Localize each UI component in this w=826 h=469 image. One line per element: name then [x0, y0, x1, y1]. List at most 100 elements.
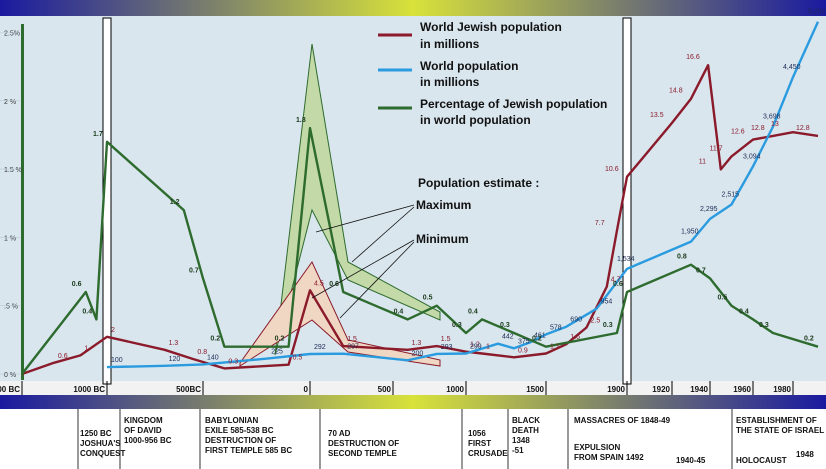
- data-label-jewish: 1.3: [169, 340, 179, 347]
- data-label-percent: 0.5: [423, 295, 433, 302]
- data-label-world: 954: [601, 299, 613, 306]
- legend-percent-line2: in world population: [420, 113, 531, 127]
- event-label: 70 AD: [328, 429, 351, 438]
- data-label-world: 2,295: [700, 206, 718, 213]
- data-label-jewish: 12.8: [796, 125, 810, 132]
- x-tick-label: 500BC: [176, 385, 201, 394]
- data-label-world: 120: [169, 356, 181, 363]
- data-label-percent: 0.2: [275, 336, 285, 343]
- x-tick-label: 1980: [773, 385, 791, 394]
- event-label: FIRST TEMPLE 585 BC: [205, 446, 292, 455]
- data-label-jewish: 1.3: [412, 340, 422, 347]
- event-label: SECOND TEMPLE: [328, 449, 398, 458]
- data-label-world: 293: [441, 344, 453, 351]
- data-label-percent: 0.3: [500, 322, 510, 329]
- event-label: JOSHUA'S: [80, 439, 121, 448]
- data-label-world: 375: [518, 338, 530, 345]
- estimate-annotation: Population estimate : Maximum Minimum: [311, 176, 539, 319]
- event-label: BABYLONIAN: [205, 416, 259, 425]
- data-label-jewish: 2.5: [591, 318, 601, 325]
- data-label-jewish: 1.1: [550, 344, 560, 351]
- data-label-jewish: 0.9: [518, 347, 528, 354]
- data-label-world: 2,515: [722, 192, 740, 199]
- x-tick-label: 1900: [607, 385, 625, 394]
- data-label-jewish: 1.6: [570, 334, 580, 341]
- event-label: EXILE 585-538 BC: [205, 426, 274, 435]
- data-label-jewish: 0.3: [228, 358, 238, 365]
- event-label: 1940-45: [676, 456, 706, 465]
- data-label-percent: 0.6: [329, 281, 339, 288]
- data-label-jewish: 1.2: [470, 342, 480, 349]
- event-label: FROM SPAIN 1492: [574, 453, 644, 462]
- data-label-jewish: 2: [111, 327, 115, 334]
- event-label: EXPULSION: [574, 443, 620, 452]
- data-label-jewish: 12.8: [751, 125, 765, 132]
- data-label-jewish: 11: [699, 158, 706, 165]
- event-label: OF DAVID: [124, 426, 162, 435]
- series-line-world: [106, 21, 820, 369]
- estimate-title: Population estimate :: [418, 176, 539, 190]
- legend-percent-line1: Percentage of Jewish population: [420, 97, 607, 111]
- event-label: CRUSADE: [468, 449, 508, 458]
- data-label-world: 4,450: [783, 64, 801, 71]
- data-label-percent: 0.2: [532, 336, 542, 343]
- event-label: -51: [512, 446, 524, 455]
- data-label-jewish: 4.7: [611, 277, 621, 284]
- data-label-percent: 0.4: [468, 308, 478, 315]
- x-tick-label: 1920: [652, 385, 670, 394]
- data-label-world: 690: [570, 317, 582, 324]
- event-label: 1000-956 BC: [124, 436, 172, 445]
- series-line-percent: [21, 126, 819, 375]
- data-label-world: 225: [271, 349, 283, 356]
- data-label-percent: 0.4: [394, 308, 404, 315]
- x-tick-label: 1000 BC: [73, 385, 105, 394]
- data-label-percent: 0.7: [696, 267, 706, 274]
- data-label-jewish: 13.5: [650, 112, 664, 119]
- data-label-jewish: 0.5: [293, 355, 303, 362]
- data-label-jewish: 0.6: [58, 353, 68, 360]
- series-line-jewish: [21, 64, 819, 376]
- data-label-percent: 1.2: [170, 199, 180, 206]
- data-label-percent: 0.8: [677, 254, 687, 261]
- data-label-percent: 0.3: [759, 322, 769, 329]
- legend-world-line2: in millions: [420, 75, 480, 89]
- data-label-percent: 0.2: [210, 336, 220, 343]
- data-label-jewish: 12.6: [731, 129, 745, 136]
- y-grid-labels: 2.5% 2 % 1.5 % 1 % .5 % 0 %: [0, 31, 22, 379]
- y-tick-label: 2.5%: [4, 31, 20, 38]
- data-label-percent: 1.7: [93, 131, 103, 138]
- event-label: DESTRUCTION OF: [328, 439, 399, 448]
- data-label-world: 200: [412, 350, 424, 357]
- data-label-world: 140: [207, 354, 219, 361]
- data-label-percent: 0.4: [82, 308, 92, 315]
- x-tick-label: 1800 BC: [0, 385, 20, 394]
- event-label: HOLOCAUST: [736, 456, 787, 465]
- data-label-percent: 0.6: [72, 281, 82, 288]
- data-label-world: 3,094: [743, 153, 761, 160]
- event-label: 1250 BC: [80, 429, 112, 438]
- legend: World Jewish population in millions Worl…: [378, 20, 607, 127]
- x-tick-label: 1000: [446, 385, 464, 394]
- data-label-world: 3,698: [763, 114, 781, 121]
- data-label-world: 1,950: [681, 229, 699, 236]
- y-tick-label: 0 %: [4, 372, 16, 379]
- event-label: DEATH: [512, 426, 539, 435]
- event-label: MASSACRES OF 1848-49: [574, 416, 671, 425]
- data-label-percent: 0.2: [804, 336, 814, 343]
- data-label-percent: 0.3: [452, 322, 462, 329]
- x-tick-label: 1500: [526, 385, 544, 394]
- data-label-jewish: 13: [771, 121, 779, 128]
- y-tick-label: 1 %: [4, 235, 16, 242]
- x-tick-label: 1940: [690, 385, 708, 394]
- y-tick-label: .5 %: [4, 304, 18, 311]
- data-label-jewish: 14.8: [669, 88, 683, 95]
- series-layer: [21, 21, 820, 376]
- data-label-world: 578: [550, 324, 562, 331]
- data-label-world: 299: [470, 344, 482, 351]
- x-ticks: 1800 BC 1000 BC 500BC 0 500 1000 1500 1900 1920 1…: [0, 381, 794, 395]
- event-label: BLACK: [512, 416, 540, 425]
- data-label-jewish: 11.7: [710, 145, 723, 152]
- data-label-percent: 0.6: [613, 281, 623, 288]
